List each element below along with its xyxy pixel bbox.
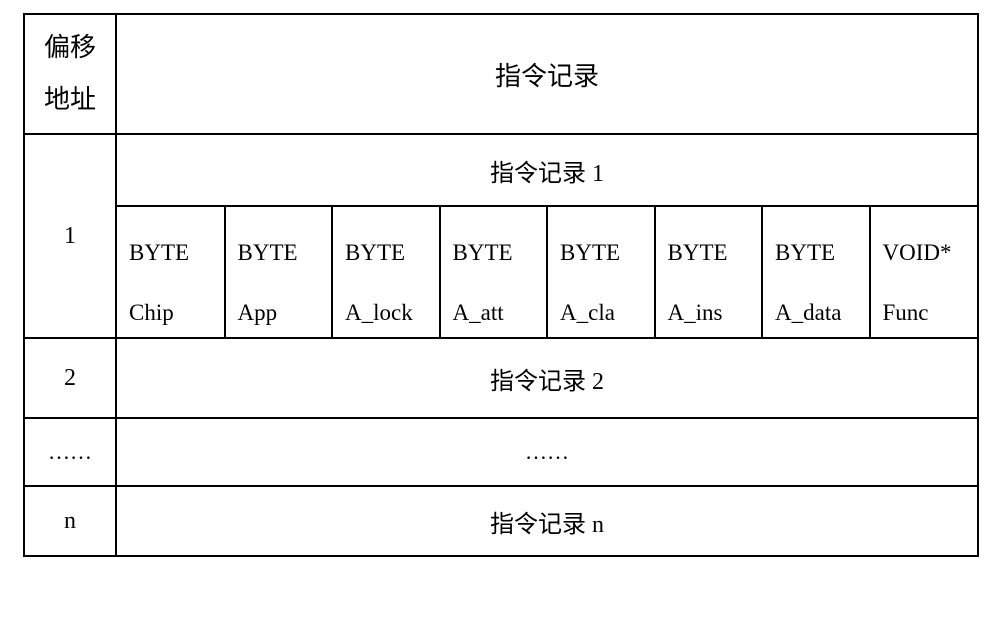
field-name: A_att (453, 266, 547, 326)
field-func: VOID* Func (870, 206, 978, 337)
header-offset-l1: 偏移 (25, 22, 115, 74)
record-n-index: n (24, 486, 116, 556)
field-a-ins: BYTE A_ins (655, 206, 763, 337)
ellipsis-row: …… …… (24, 418, 978, 486)
header-row: 偏移 地址 指令记录 (24, 14, 978, 134)
header-record: 指令记录 (116, 14, 978, 134)
field-a-lock: BYTE A_lock (332, 206, 440, 337)
field-type: BYTE (453, 218, 547, 266)
ellipsis-label: …… (116, 418, 978, 486)
record-1-body: 指令记录 1 BYTE Chip BYTE App BYTE A_lock (116, 134, 978, 338)
field-name: Chip (129, 266, 224, 326)
field-name: A_data (775, 266, 869, 326)
field-type: BYTE (560, 218, 654, 266)
field-a-att: BYTE A_att (440, 206, 548, 337)
field-a-cla: BYTE A_cla (547, 206, 655, 337)
layout-table-wrapper: 偏移 地址 指令记录 1 指令记录 1 BYTE Chip BYTE App (23, 13, 979, 557)
field-a-data: BYTE A_data (762, 206, 870, 337)
field-name: A_ins (668, 266, 762, 326)
field-type: BYTE (238, 218, 332, 266)
record-1-index: 1 (24, 134, 116, 338)
instruction-table: 偏移 地址 指令记录 1 指令记录 1 BYTE Chip BYTE App (23, 13, 979, 557)
field-name: App (238, 266, 332, 326)
header-offset-address: 偏移 地址 (24, 14, 116, 134)
field-type: BYTE (129, 218, 224, 266)
record-n-label: 指令记录 n (116, 486, 978, 556)
field-type: BYTE (668, 218, 762, 266)
field-app: BYTE App (225, 206, 333, 337)
record-n-row: n 指令记录 n (24, 486, 978, 556)
field-type: BYTE (775, 218, 869, 266)
record-1-nested-table: 指令记录 1 BYTE Chip BYTE App BYTE A_lock (117, 135, 977, 337)
field-name: Func (883, 266, 978, 326)
record-2-label: 指令记录 2 (116, 338, 978, 418)
field-type: VOID* (883, 218, 978, 266)
header-offset-l2: 地址 (25, 74, 115, 126)
record-1-title: 指令记录 1 (117, 135, 977, 206)
ellipsis-index: …… (24, 418, 116, 486)
field-chip: BYTE Chip (117, 206, 225, 337)
record-2-row: 2 指令记录 2 (24, 338, 978, 418)
field-type: BYTE (345, 218, 439, 266)
record-1-fields-row: BYTE Chip BYTE App BYTE A_lock BYTE A_at… (117, 206, 977, 337)
field-name: A_cla (560, 266, 654, 326)
record-2-index: 2 (24, 338, 116, 418)
field-name: A_lock (345, 266, 439, 326)
record-1-row: 1 指令记录 1 BYTE Chip BYTE App BYTE (24, 134, 978, 338)
